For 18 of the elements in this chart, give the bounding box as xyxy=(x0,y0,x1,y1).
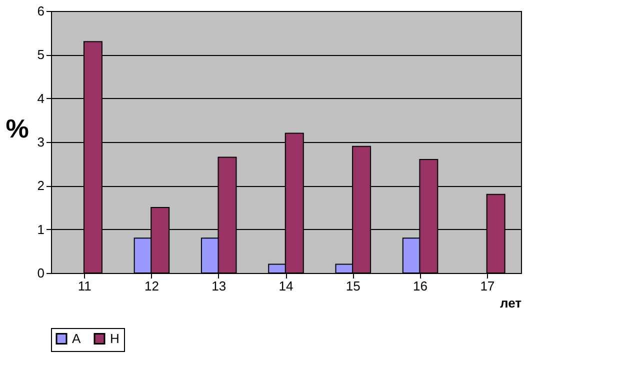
legend-label: Н xyxy=(110,330,120,346)
y-tick-label: 6 xyxy=(37,4,44,18)
y-tick-label: 1 xyxy=(37,222,44,237)
legend-label: А xyxy=(72,330,81,346)
x-tick-label: 12 xyxy=(144,278,159,294)
y-tick-label: 4 xyxy=(37,90,44,106)
y-axis-title: % xyxy=(6,114,29,144)
y-tick-label: 0 xyxy=(37,266,44,280)
y-tick-label: 5 xyxy=(37,47,44,62)
x-tick-label: 15 xyxy=(346,278,360,294)
y-tick-label: 2 xyxy=(37,178,44,194)
x-tick-label: 17 xyxy=(480,278,495,294)
x-tick-label: 16 xyxy=(413,278,428,294)
y-tick-label: 3 xyxy=(37,134,44,150)
x-tick-label: 14 xyxy=(278,278,294,294)
x-tick-label: 13 xyxy=(212,278,226,294)
x-tick-label: 11 xyxy=(78,278,92,294)
x-axis-title: лет xyxy=(500,296,522,310)
